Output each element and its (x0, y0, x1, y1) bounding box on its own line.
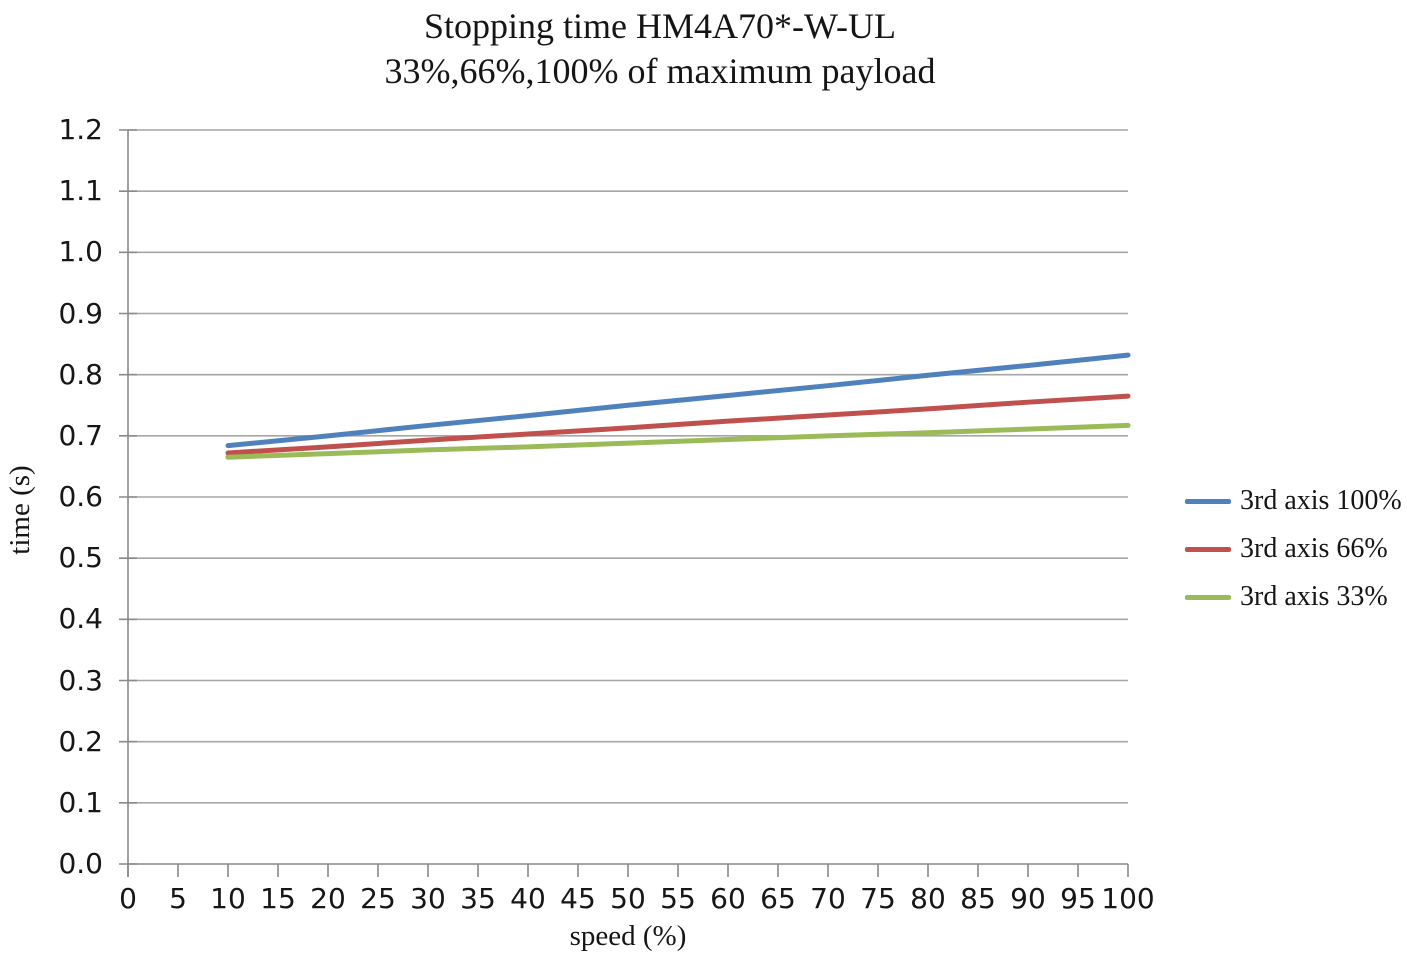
y-tick-label: 0.6 (58, 480, 103, 513)
x-axis-title: speed (%) (569, 920, 687, 952)
y-axis-title: time (s) (4, 465, 36, 555)
legend-swatch (1185, 594, 1231, 600)
y-tick-label: 0.8 (58, 357, 103, 391)
y-tick-label: 0.3 (58, 663, 103, 697)
legend-item: 3rd axis 33% (1185, 573, 1402, 621)
y-tick-label: 0.1 (58, 785, 103, 819)
y-tick-label: 1.0 (58, 235, 103, 269)
x-tick-label: 85 (960, 882, 996, 915)
x-tick-label: 70 (810, 882, 846, 915)
x-tick-label: 40 (510, 882, 546, 915)
x-tick-label: 80 (910, 882, 946, 915)
x-tick-label: 100 (1101, 882, 1155, 915)
x-tick-label: 15 (260, 882, 296, 915)
series-line-0 (225, 352, 1131, 449)
x-tick-label: 55 (660, 882, 696, 915)
y-tick-label: 0.2 (58, 724, 103, 758)
y-tick-label: 1.1 (58, 174, 103, 208)
x-tick-label: 0 (119, 882, 137, 915)
x-tick-label: 35 (460, 882, 496, 915)
x-tick-label: 75 (860, 882, 896, 915)
y-tick-label: 1.2 (58, 113, 103, 146)
legend-item: 3rd axis 66% (1185, 525, 1402, 573)
chart-title: Stopping time HM4A70*-W-UL 33%,66%,100% … (0, 4, 1320, 94)
legend-label: 3rd axis 100% (1240, 485, 1402, 516)
x-tick-label: 60 (710, 882, 746, 915)
series-line-2 (225, 422, 1131, 460)
chart-title-line2: 33%,66%,100% of maximum payload (384, 51, 936, 91)
x-tick-label: 90 (1010, 882, 1046, 915)
series-line-1 (225, 393, 1131, 456)
legend-label: 3rd axis 66% (1240, 533, 1388, 564)
y-tick-label: 0.9 (58, 296, 103, 330)
legend-item: 3rd axis 100% (1185, 477, 1402, 525)
x-tick-label: 95 (1060, 882, 1096, 915)
legend-swatch (1185, 546, 1231, 552)
chart-title-line1: Stopping time HM4A70*-W-UL (424, 6, 896, 46)
y-tick-label: 0.4 (58, 602, 103, 636)
y-tick-label: 0.0 (58, 847, 103, 880)
legend: 3rd axis 100% 3rd axis 66% 3rd axis 33% (1185, 477, 1402, 621)
x-tick-label: 10 (210, 882, 246, 915)
legend-label: 3rd axis 33% (1240, 581, 1388, 612)
x-tick-label: 45 (560, 882, 596, 915)
x-tick-label: 20 (310, 882, 346, 915)
x-tick-label: 5 (169, 882, 187, 915)
y-tick-label: 0.5 (58, 541, 103, 575)
y-tick-label: 0.7 (58, 418, 103, 452)
x-tick-label: 30 (410, 882, 446, 915)
legend-swatch (1185, 498, 1231, 504)
x-tick-label: 25 (360, 882, 396, 915)
x-tick-label: 50 (610, 882, 646, 915)
x-tick-label: 65 (760, 882, 796, 915)
